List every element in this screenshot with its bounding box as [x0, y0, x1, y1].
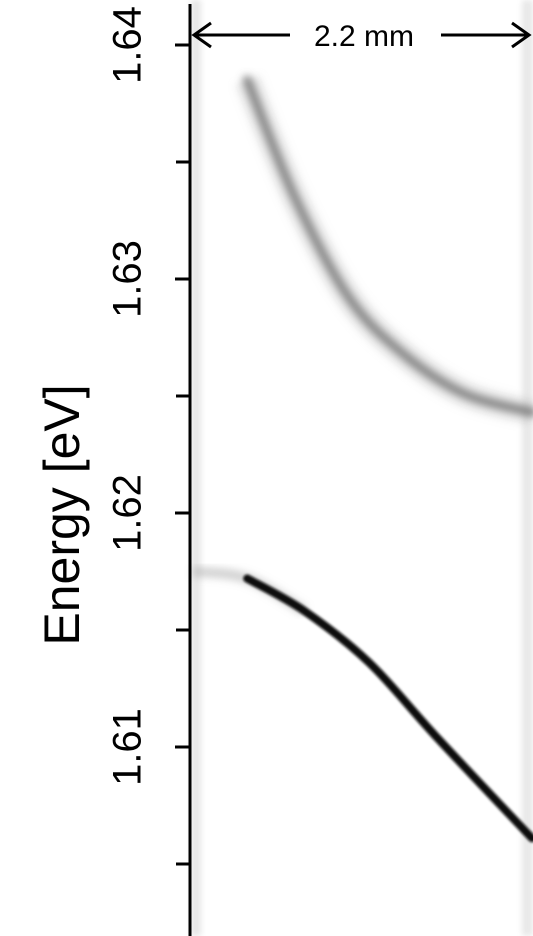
- left-edge-shading: [191, 0, 201, 936]
- y-axis-ticks: 1.61 1.62 1.63 1.64: [106, 6, 190, 866]
- y-tick-label-group: 1.61: [106, 708, 150, 786]
- y-axis-label: Energy [eV]: [34, 384, 90, 645]
- series-layer: [192, 75, 533, 843]
- scale-bar-left-arrowhead: [191, 21, 212, 49]
- y-tick-label: 1.62: [106, 474, 150, 552]
- upper-branch-line: [242, 75, 533, 417]
- lower-branch-line: [243, 574, 533, 843]
- scale-bar-right-arrowhead: [511, 21, 532, 49]
- right-edge-shading: [522, 0, 533, 936]
- y-tick-label-group: 1.62: [106, 474, 150, 552]
- scale-bar-label: 2.2 mm: [314, 20, 414, 53]
- y-tick-label: 1.63: [106, 240, 150, 318]
- y-tick-label-group: 1.63: [106, 240, 150, 318]
- y-tick-label: 1.64: [106, 6, 150, 84]
- scale-bar: 2.2 mm: [191, 20, 532, 53]
- y-axis-label-group: Energy [eV]: [34, 384, 90, 645]
- y-tick-label: 1.61: [106, 708, 150, 786]
- y-tick-label-group: 1.64: [106, 6, 150, 84]
